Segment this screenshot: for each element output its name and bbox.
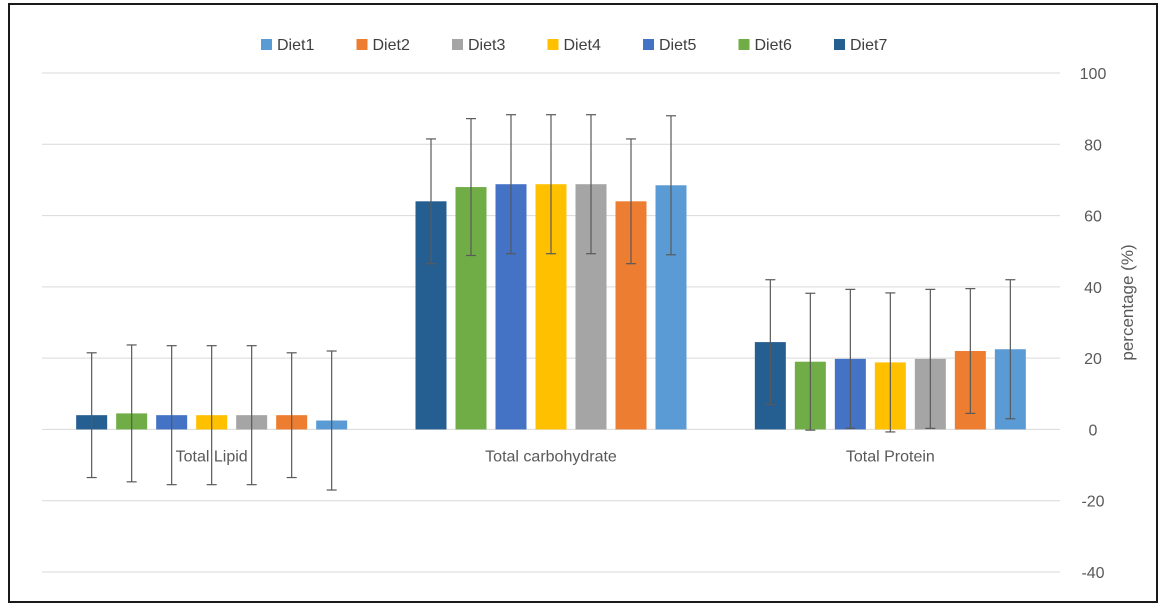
bar-chart: -40 -20 0 20 40 60 80 100 Total Lipid Total carb… <box>42 37 1137 582</box>
legend-swatch <box>452 39 463 50</box>
error-bar-diet2 <box>286 352 297 479</box>
error-bar-diet1 <box>666 115 676 256</box>
error-bar-diet1 <box>326 350 337 491</box>
error-bar-diet2 <box>965 288 976 414</box>
y-tick-label: 20 <box>1084 351 1102 368</box>
legend-label: Diet1 <box>277 37 314 54</box>
legend-item-diet3: Diet3 <box>452 37 505 54</box>
error-bar-diet3 <box>586 114 596 255</box>
legend-item-diet2: Diet2 <box>356 37 410 54</box>
legend-label: Diet6 <box>755 37 792 54</box>
legend-item-diet5: Diet5 <box>643 37 696 54</box>
y-tick-label: 60 <box>1084 209 1102 226</box>
legend-swatch <box>738 39 750 50</box>
error-bar-diet4 <box>206 345 217 486</box>
error-bars <box>86 114 1016 491</box>
y-axis-title: percentage (%) <box>1118 244 1137 360</box>
error-bar-diet4 <box>885 292 896 433</box>
error-bar-diet5 <box>166 345 177 486</box>
category-label: Total Protein <box>846 448 935 465</box>
y-tick-label: -40 <box>1081 565 1104 582</box>
chart-frame: -40 -20 0 20 40 60 80 100 Total Lipid Total carb… <box>8 3 1158 603</box>
legend-swatch <box>643 39 654 50</box>
error-bar-diet2 <box>626 138 636 265</box>
error-bar-diet7 <box>426 138 436 265</box>
error-bar-diet7 <box>86 352 97 479</box>
y-tick-label: 100 <box>1080 66 1107 83</box>
legend-item-diet6: Diet6 <box>738 37 792 54</box>
legend-label: Diet4 <box>564 37 601 54</box>
error-bar-diet6 <box>126 344 137 483</box>
error-bar-diet7 <box>765 279 776 406</box>
legend-label: Diet5 <box>659 37 696 54</box>
error-bar-diet5 <box>845 288 856 429</box>
category-label: Total Lipid <box>176 448 248 465</box>
error-bar-diet1 <box>1005 279 1016 420</box>
error-bar-diet3 <box>246 345 257 486</box>
legend-label: Diet7 <box>850 37 887 54</box>
category-label: Total carbohydrate <box>485 448 617 465</box>
y-tick-label: 80 <box>1084 137 1102 154</box>
legend-swatch <box>834 39 845 50</box>
y-tick-label: 0 <box>1089 422 1098 439</box>
legend-item-diet4: Diet4 <box>547 37 601 54</box>
error-bar-diet5 <box>506 114 516 255</box>
legend-swatch <box>547 39 559 50</box>
y-axis-ticks: -40 -20 0 20 40 60 80 100 <box>1080 66 1107 582</box>
category-labels: Total Lipid Total carbohydrate Total Prote… <box>176 448 935 465</box>
error-bar-diet6 <box>805 292 816 431</box>
legend-swatch <box>356 39 368 50</box>
error-bar-diet6 <box>466 118 476 257</box>
error-bar-diet4 <box>546 114 556 255</box>
legend-swatch <box>261 39 272 50</box>
legend-item-diet7: Diet7 <box>834 37 887 54</box>
legend: Diet1 Diet2 Diet3 Diet4 Diet5 Diet6 Diet7 <box>261 37 887 54</box>
legend-label: Diet3 <box>468 37 505 54</box>
bars <box>76 184 1026 430</box>
legend-item-diet1: Diet1 <box>261 37 314 54</box>
legend-label: Diet2 <box>373 37 410 54</box>
y-tick-label: 40 <box>1084 280 1102 297</box>
y-tick-label: -20 <box>1081 494 1104 511</box>
error-bar-diet3 <box>925 288 936 429</box>
